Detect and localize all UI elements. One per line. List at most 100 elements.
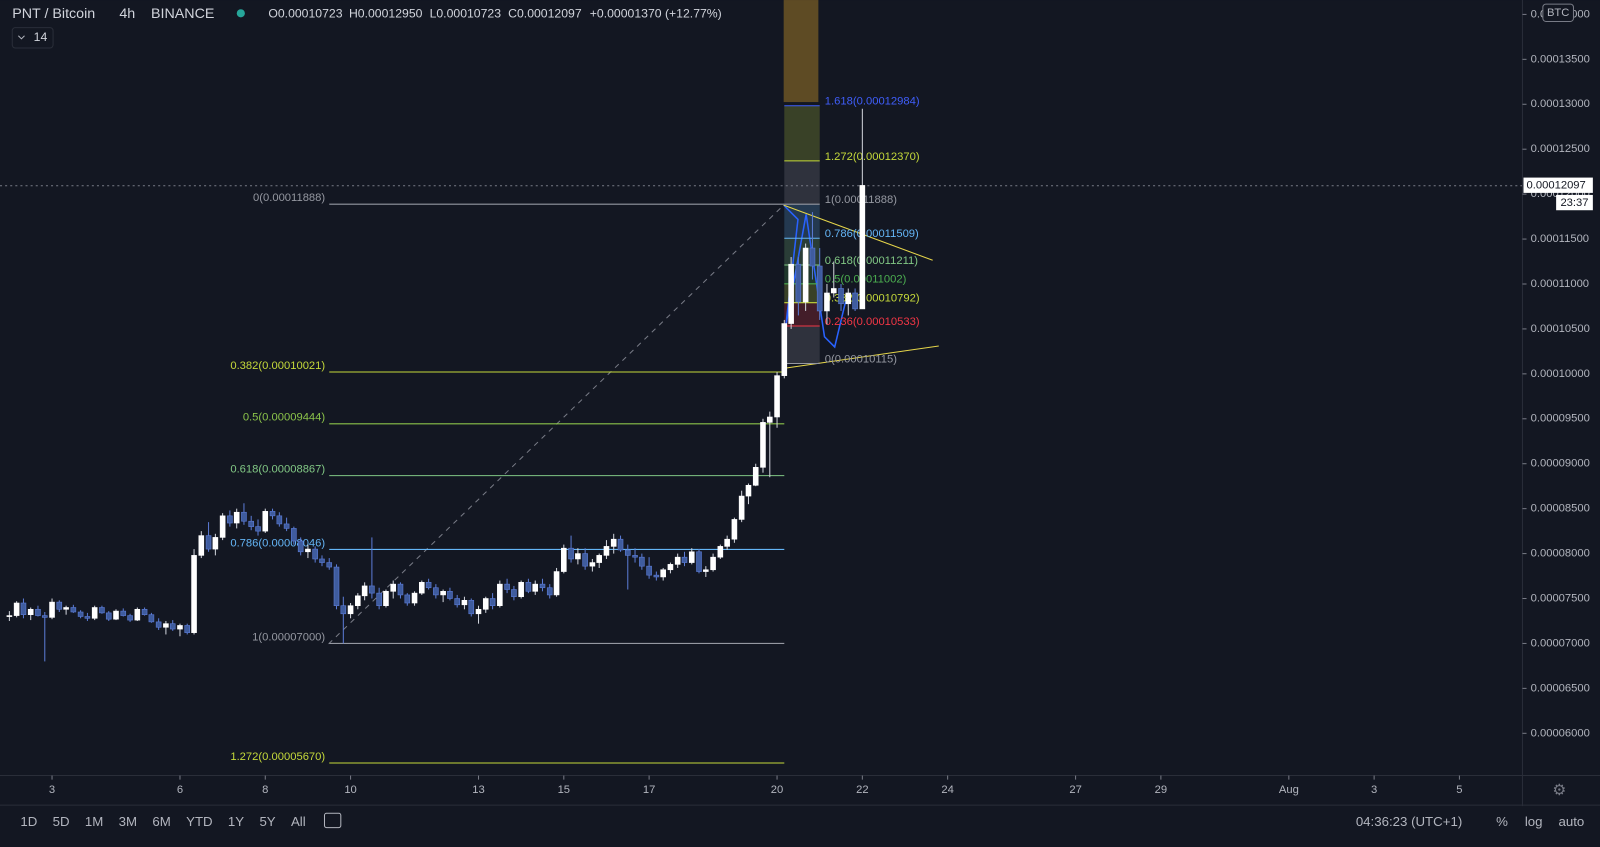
candle-body — [340, 605, 347, 615]
candle-body — [56, 601, 63, 610]
candle-body — [297, 540, 304, 553]
candle-body — [105, 612, 112, 620]
candle-body — [561, 547, 567, 572]
candle-body — [596, 555, 603, 563]
last-price-box — [1523, 177, 1593, 193]
range-button[interactable]: All — [291, 814, 306, 829]
candle-body — [255, 526, 261, 532]
fib-label: 0.236(0.00010533) — [825, 316, 920, 328]
fib-zone — [784, 204, 820, 239]
candle-body — [454, 598, 460, 606]
candle-body — [49, 601, 55, 618]
candle-body — [411, 592, 418, 604]
candle-body — [539, 583, 546, 589]
candle-body — [760, 422, 766, 468]
countdown-box — [1556, 194, 1593, 211]
range-button[interactable]: 1M — [85, 814, 103, 829]
y-tick-label: 0.00007000 — [1531, 637, 1590, 649]
candle-body — [653, 574, 660, 578]
candle-body — [169, 623, 176, 630]
candle-body — [91, 607, 98, 619]
candle-body — [809, 247, 816, 267]
interval: 4h — [119, 6, 135, 22]
fib-label: 0.618(0.00008867) — [230, 464, 325, 476]
exchange: BINANCE — [151, 6, 214, 22]
y-tick-label: 0.00011000 — [1531, 278, 1589, 290]
candle-body — [738, 495, 745, 520]
settings-icon[interactable]: ⚙ — [1552, 782, 1566, 799]
y-tick-label: 0.00007500 — [1531, 592, 1590, 604]
candle-body — [141, 608, 148, 615]
symbol: PNT / Bitcoin — [12, 6, 95, 22]
candle-body — [610, 538, 617, 547]
fib-label: 1.272(0.00012370) — [825, 151, 920, 163]
countdown: 23:37 — [1560, 197, 1588, 209]
candle-body — [731, 519, 738, 540]
range-button[interactable]: 5D — [53, 814, 70, 829]
ohlc-low: L0.00010723 — [430, 7, 502, 21]
candle-body — [852, 292, 858, 310]
fib-label: 0(0.00010115) — [825, 353, 897, 365]
range-button[interactable]: 6M — [152, 814, 170, 829]
candle-body — [6, 615, 13, 617]
x-tick-label: 29 — [1155, 784, 1167, 796]
scale-option[interactable]: log — [1525, 814, 1543, 829]
scale-option[interactable]: auto — [1559, 814, 1585, 829]
y-tick-label: 0.00006500 — [1531, 682, 1590, 694]
candle-body — [361, 585, 368, 597]
candle-body — [838, 288, 844, 305]
candle-body — [148, 614, 155, 623]
candle-body — [475, 608, 482, 615]
range-button[interactable]: 1D — [20, 814, 37, 829]
candle-body — [781, 323, 788, 376]
x-tick-label: 5 — [1456, 784, 1462, 796]
x-tick-label: 22 — [856, 784, 868, 796]
candle-body — [504, 583, 510, 590]
range-button[interactable]: 5Y — [259, 814, 275, 829]
scale-option[interactable]: % — [1496, 814, 1508, 829]
range-button[interactable]: 1Y — [228, 814, 244, 829]
candle-body — [269, 511, 276, 517]
candle-body — [845, 292, 852, 305]
candle-body — [532, 583, 539, 592]
candle-body — [589, 562, 596, 567]
x-tick-label: 10 — [344, 784, 356, 796]
candle-body — [703, 569, 709, 572]
fib-zone-top — [783, 0, 819, 103]
candle-body — [681, 556, 688, 563]
date-range-icon[interactable] — [323, 812, 342, 829]
candle-body — [674, 556, 681, 565]
candle-body — [667, 564, 674, 571]
candle-body — [468, 600, 475, 615]
candle-body — [788, 263, 794, 324]
candle-body — [752, 467, 759, 486]
indicator-toggle[interactable] — [11, 27, 54, 49]
candle-body — [511, 589, 517, 598]
y-tick-label: 0.00013000 — [1531, 98, 1590, 110]
candle-body — [212, 537, 219, 550]
candle-body — [248, 520, 254, 527]
candle-body — [816, 265, 823, 312]
candle-body — [774, 375, 780, 418]
candle-body — [27, 608, 34, 615]
candle-body — [84, 616, 91, 619]
candle-body — [319, 558, 325, 563]
range-button[interactable]: 3M — [119, 814, 137, 829]
candle-body — [710, 556, 716, 571]
status-dot — [236, 9, 245, 18]
indicator-length: 14 — [34, 30, 48, 44]
ohlc-high: H0.00012950 — [349, 7, 423, 21]
candle-body — [205, 535, 212, 550]
range-button[interactable]: YTD — [186, 814, 213, 829]
candle-body — [113, 610, 119, 620]
fib-label: 0.5(0.00011002) — [825, 274, 907, 286]
candle-body — [241, 511, 247, 522]
candle-body — [433, 587, 439, 596]
candle-body — [333, 566, 340, 607]
candle-body — [525, 582, 532, 592]
candle-body — [639, 556, 645, 567]
candle-body — [603, 546, 610, 556]
x-tick-label: 17 — [643, 784, 655, 796]
